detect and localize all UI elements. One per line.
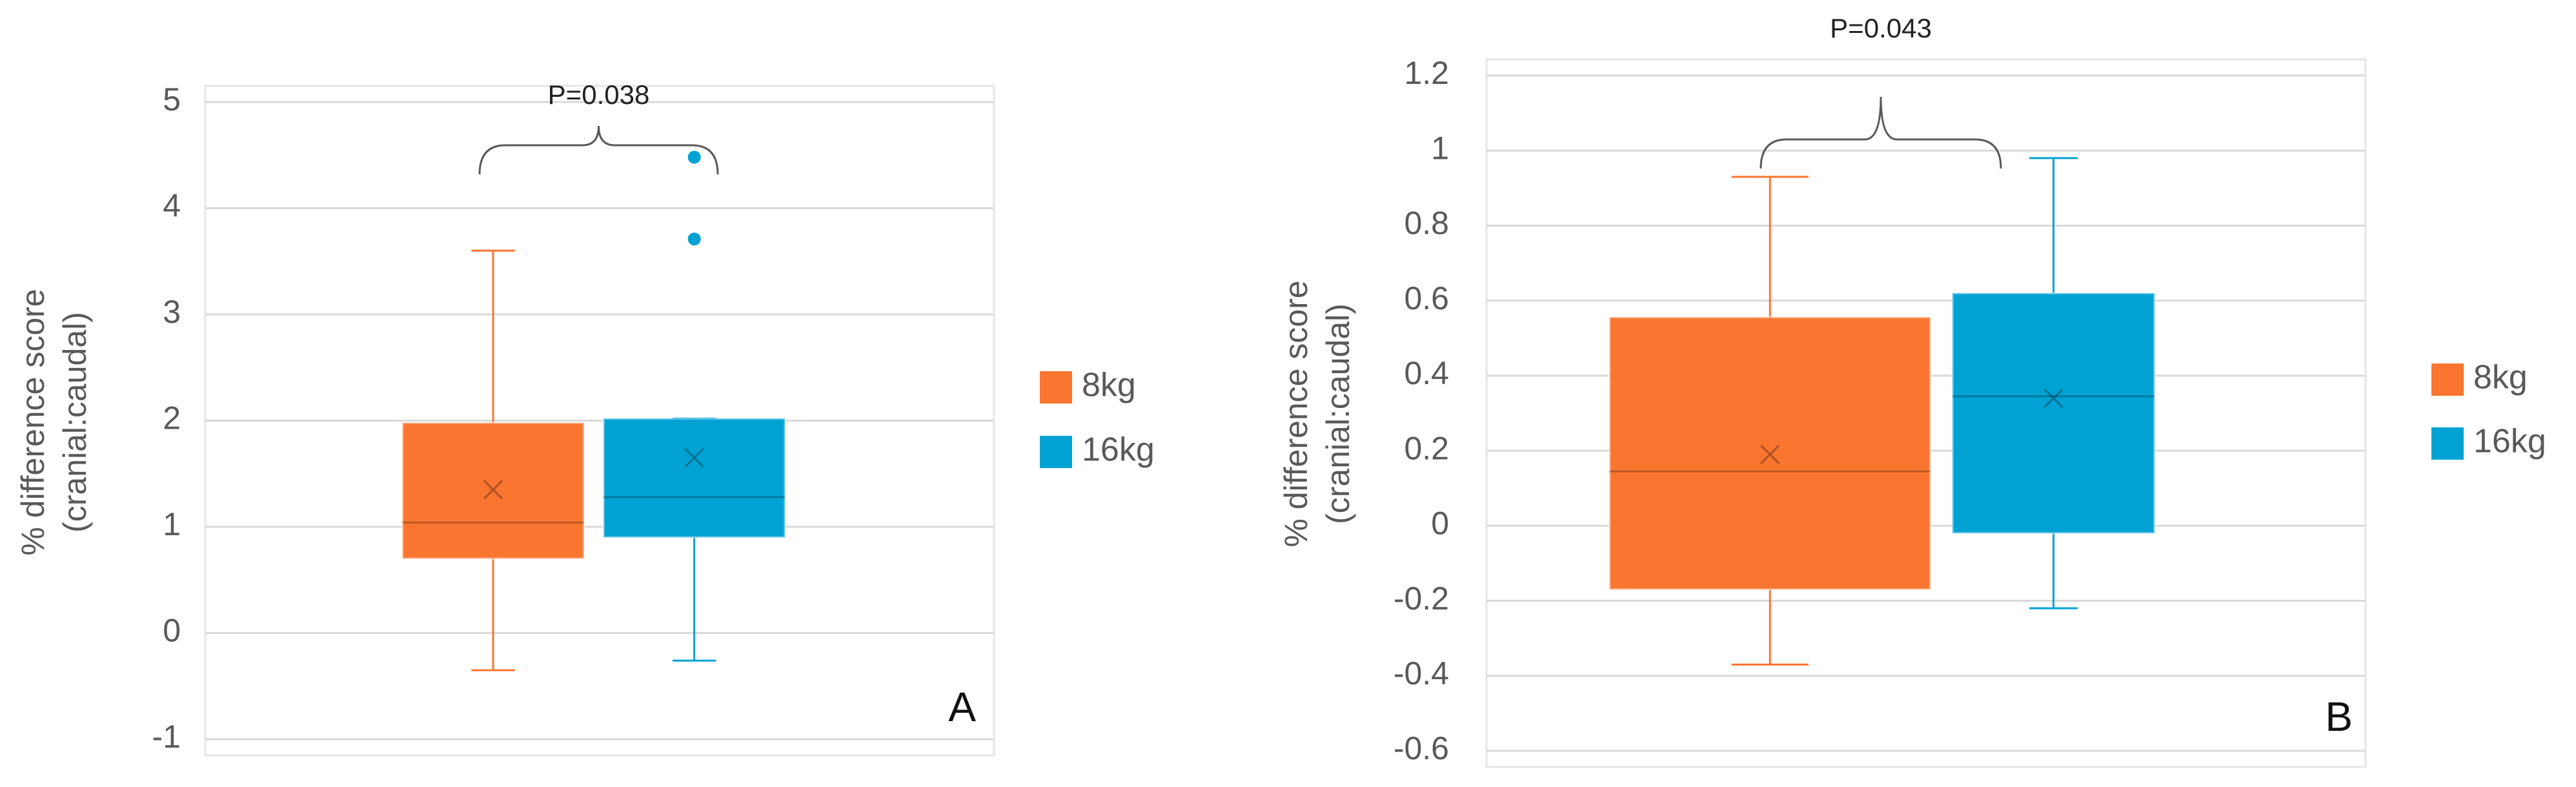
y-tick-label: 0.2: [1404, 430, 1449, 466]
box: [1951, 292, 2156, 535]
y-tick-label: 1: [1431, 130, 1449, 166]
y-tick-label: 0: [1431, 506, 1449, 542]
p-value: P=0.038: [548, 79, 650, 110]
panel-label: B: [2325, 693, 2353, 740]
legend-label: 8kg: [2473, 359, 2528, 396]
y-tick-label: 5: [163, 81, 181, 118]
y-tick-label: 0.6: [1404, 280, 1449, 316]
legend-swatch: [2431, 363, 2464, 396]
plot-frame: [1485, 58, 2367, 768]
y-tick-label: 0: [163, 613, 181, 649]
y-tick-label: 3: [163, 294, 181, 330]
outlier: [687, 150, 701, 164]
legend-label: 16kg: [1082, 431, 1155, 469]
p-value: P=0.043: [1830, 13, 1932, 43]
outlier: [687, 232, 701, 246]
y-tick-label: 1.2: [1404, 55, 1449, 91]
y-tick-label: 2: [163, 400, 181, 436]
y-tick-label: 1: [163, 506, 181, 542]
box: [1608, 316, 1932, 591]
y-tick-label: -0.4: [1394, 655, 1449, 691]
legend-label: 16kg: [2473, 423, 2546, 460]
legend-swatch: [2431, 427, 2464, 460]
significance-bracket: [478, 125, 719, 175]
mean-marker: [1760, 444, 1780, 464]
panel-label: A: [948, 684, 976, 730]
mean-marker: [684, 448, 704, 468]
y-axis-title: % difference score: [1278, 280, 1314, 547]
box: [602, 417, 787, 539]
y-tick-label: 0.4: [1404, 355, 1449, 391]
mean-marker: [2044, 388, 2064, 408]
y-axis-title: (cranial:caudal): [57, 312, 93, 533]
y-tick-label: 4: [163, 188, 181, 224]
box: [401, 421, 585, 560]
significance-bracket: [1760, 96, 2002, 169]
y-tick-label: -0.2: [1394, 580, 1449, 617]
legend-label: 8kg: [1082, 367, 1136, 404]
y-tick-label: 0.8: [1404, 205, 1449, 241]
legend-swatch: [1040, 436, 1072, 468]
y-tick-label: -0.6: [1394, 730, 1449, 766]
legend-swatch: [1040, 371, 1072, 404]
mean-marker: [483, 480, 503, 500]
y-axis-title: % difference score: [15, 289, 51, 555]
y-axis-title: (cranial:caudal): [1320, 303, 1356, 524]
y-tick-label: -1: [152, 719, 181, 755]
